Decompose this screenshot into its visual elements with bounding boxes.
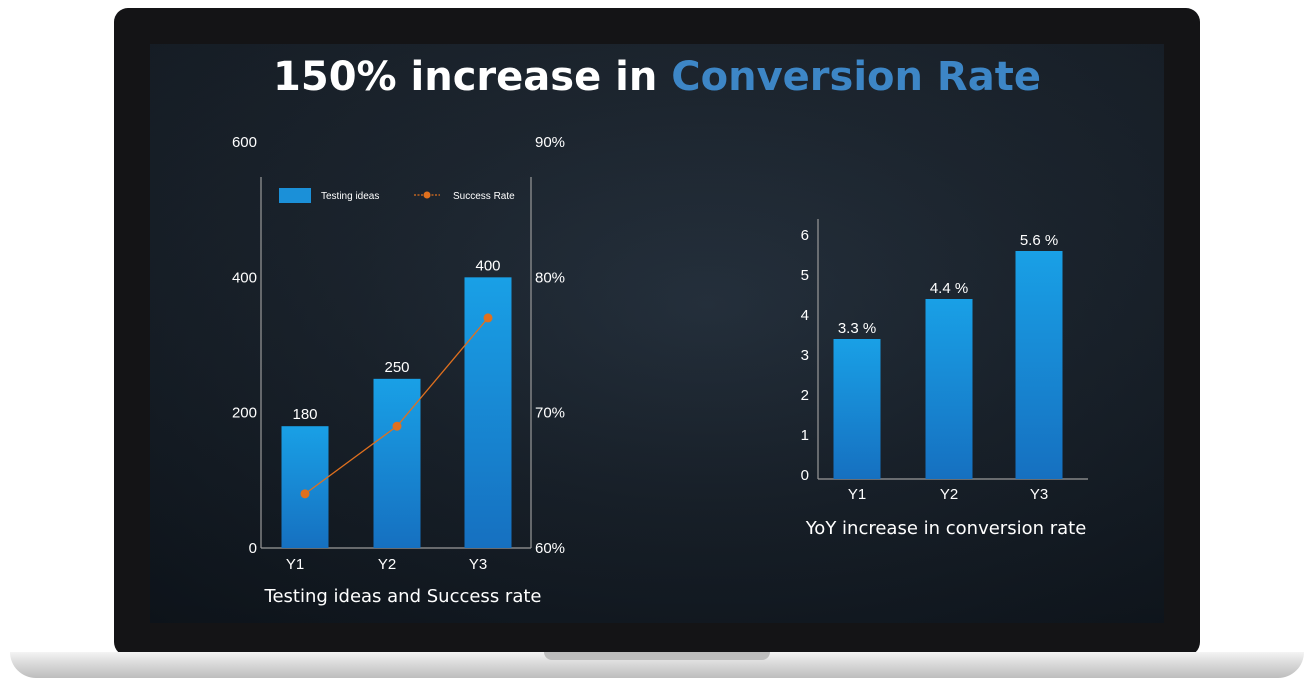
x-tick-label: Y1 [286, 556, 304, 573]
chart1-y-right-ticks: 60% 70% 80% 90% [535, 134, 565, 557]
chart1-y-left-ticks: 0 200 400 600 [232, 134, 257, 557]
chart2-bars: 3.3 % 4.4 % 5.6 % [833, 232, 1063, 479]
laptop-notch [544, 652, 770, 660]
y-left-tick-label: 0 [249, 540, 257, 557]
bar-value-label: 3.3 % [838, 320, 876, 337]
bar [281, 426, 329, 548]
y-right-tick-label: 80% [535, 269, 565, 286]
legend-line-label: Success Rate [453, 191, 515, 202]
y-tick-label: 1 [801, 427, 809, 444]
legend-bar-swatch [279, 188, 311, 203]
y-right-tick-label: 60% [535, 540, 565, 557]
bar [464, 277, 512, 548]
headline: 150% increase in Conversion Rate [150, 54, 1164, 100]
y-tick-label: 0 [801, 467, 809, 484]
chart1-legend: Testing ideas Success Rate [279, 188, 515, 203]
x-tick-label: Y2 [940, 486, 958, 503]
chart1-bars: 180 250 400 [281, 257, 512, 548]
x-tick-label: Y1 [848, 486, 866, 503]
bar-value-label: 180 [292, 406, 317, 423]
y-tick-label: 3 [801, 347, 809, 364]
y-tick-label: 2 [801, 387, 809, 404]
y-tick-label: 4 [801, 307, 809, 324]
bar-value-label: 250 [384, 359, 409, 376]
y-right-tick-label: 90% [535, 134, 565, 151]
bar [373, 378, 421, 548]
headline-accent: Conversion Rate [671, 54, 1041, 100]
bar-value-label: 4.4 % [930, 280, 968, 297]
bar-value-label: 400 [475, 257, 500, 274]
legend-bar-label: Testing ideas [321, 191, 379, 202]
bar-value-label: 5.6 % [1020, 232, 1058, 249]
y-tick-label: 5 [801, 267, 809, 284]
headline-prefix: 150% increase in [273, 54, 672, 100]
chart-1: 0 200 400 600 60% 70% 80% 90% 180 250 400 Y1 Y2 Y3… [232, 134, 565, 607]
success-rate-point [392, 421, 402, 431]
chart2-x-ticks: Y1 Y2 Y3 [848, 486, 1048, 503]
bar [925, 299, 973, 479]
screen [150, 44, 1164, 623]
success-rate-point [483, 313, 493, 323]
y-right-tick-label: 70% [535, 405, 565, 422]
y-left-tick-label: 600 [232, 134, 257, 151]
chart2-y-ticks: 0 1 2 3 4 5 6 [801, 227, 809, 484]
success-rate-point [300, 489, 310, 499]
chart1-success-line [300, 313, 493, 499]
bar [833, 339, 881, 479]
y-left-tick-label: 400 [232, 269, 257, 286]
x-tick-label: Y3 [1030, 486, 1048, 503]
y-tick-label: 6 [801, 227, 809, 244]
chart1-x-ticks: Y1 Y2 Y3 [286, 556, 487, 573]
chart1-caption: Testing ideas and Success rate [264, 586, 542, 607]
legend-line-marker [423, 191, 431, 199]
chart2-caption: YoY increase in conversion rate [805, 518, 1087, 539]
x-tick-label: Y2 [378, 556, 396, 573]
y-left-tick-label: 200 [232, 405, 257, 422]
chart-2: 0 1 2 3 4 5 6 3.3 % 4.4 % 5.6 % Y1 Y2 Y3 YoY incre… [801, 219, 1088, 539]
bar [1015, 251, 1063, 479]
x-tick-label: Y3 [469, 556, 487, 573]
